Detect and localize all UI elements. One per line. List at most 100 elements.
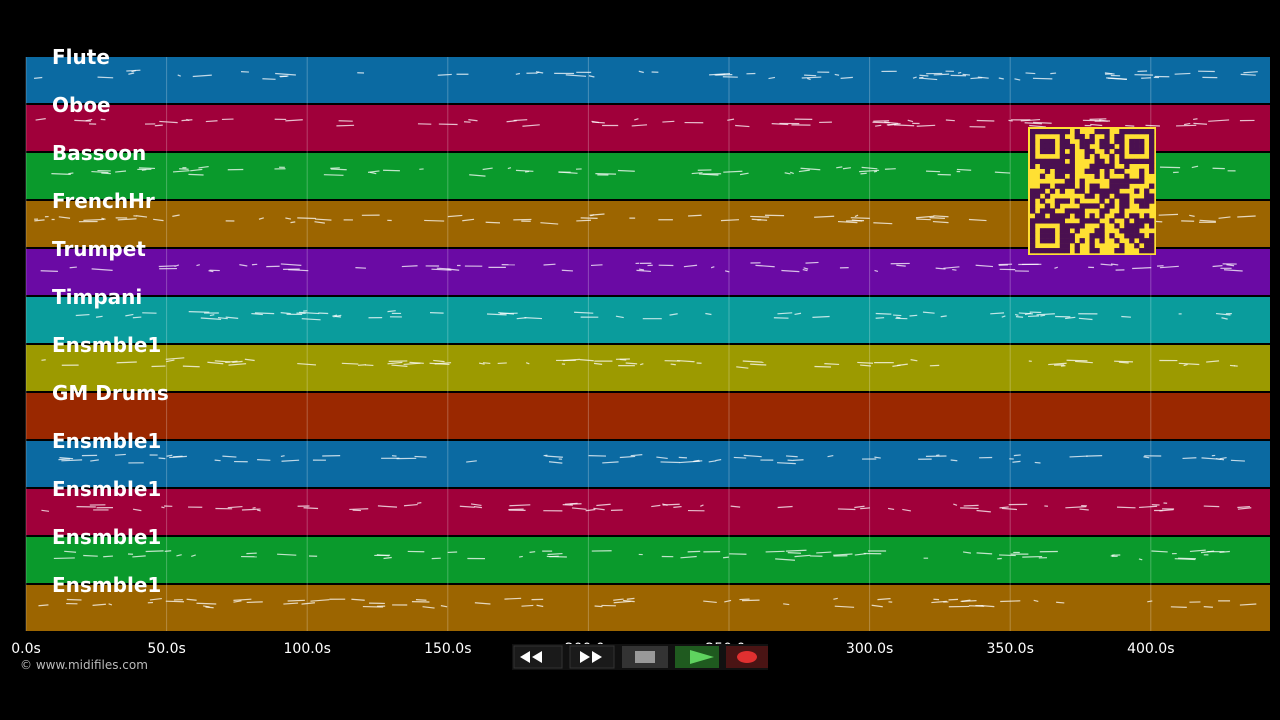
qr-module (1059, 148, 1066, 155)
time-tick-label: 100.0s (284, 641, 331, 657)
qr-module (1139, 198, 1145, 204)
note (638, 268, 645, 271)
note (203, 605, 210, 608)
forward-button[interactable] (569, 645, 615, 669)
qr-module (1104, 129, 1110, 135)
note (415, 598, 427, 601)
qr-module (1109, 178, 1115, 184)
qr-module (1044, 233, 1051, 239)
qr-module (1064, 213, 1070, 219)
note (540, 222, 559, 225)
qr-module (1134, 218, 1140, 224)
qr-module (1114, 133, 1120, 140)
qr-module (1094, 129, 1100, 135)
note (126, 69, 141, 72)
qr-module (1114, 238, 1120, 244)
qr-module (1124, 218, 1130, 224)
qr-module (1030, 148, 1036, 155)
note (1106, 77, 1128, 80)
qr-module (1109, 143, 1115, 150)
qr-module (1139, 138, 1145, 145)
note (115, 170, 127, 173)
qr-module (1089, 233, 1095, 239)
note (1183, 122, 1191, 126)
note (887, 507, 895, 511)
note (59, 457, 74, 460)
qr-module (1069, 143, 1075, 150)
qr-module (1084, 138, 1090, 145)
note (482, 362, 491, 365)
note (522, 124, 540, 127)
note (662, 120, 675, 123)
note (165, 357, 185, 360)
note (367, 170, 380, 174)
note (860, 172, 867, 175)
note (85, 118, 93, 122)
note (750, 215, 770, 218)
note (660, 461, 680, 464)
note (486, 313, 507, 316)
note (188, 173, 204, 176)
qr-module (1139, 218, 1145, 224)
track-lane (26, 393, 1270, 439)
note (153, 218, 164, 222)
note (83, 554, 98, 557)
note (919, 74, 929, 77)
qr-module (1064, 129, 1070, 135)
qr-module (1134, 178, 1140, 184)
qr-module (1049, 148, 1056, 155)
note (975, 264, 994, 268)
note (1237, 507, 1252, 510)
note (700, 504, 704, 507)
note (1240, 73, 1256, 76)
note (303, 507, 319, 510)
qr-module (1119, 129, 1125, 135)
qr-module (1044, 218, 1051, 224)
qr-module (1044, 183, 1051, 189)
note (498, 311, 515, 315)
qr-module (1069, 168, 1075, 174)
rewind-icon (520, 651, 542, 663)
note (525, 362, 530, 365)
play-button[interactable] (675, 646, 719, 668)
note (232, 360, 243, 364)
stop-button[interactable] (622, 646, 668, 668)
qr-module (1044, 158, 1051, 165)
qr-module (1139, 223, 1145, 229)
qr-module (1109, 203, 1115, 209)
qr-module (1149, 183, 1155, 189)
record-button[interactable] (726, 646, 768, 668)
qr-module (1044, 228, 1051, 234)
track-lane (26, 537, 1270, 583)
note (687, 550, 701, 553)
rewind-button[interactable] (513, 645, 563, 669)
note (636, 269, 652, 273)
note (896, 316, 901, 319)
qr-module (1114, 223, 1120, 229)
qr-module (1059, 153, 1066, 160)
qr-module (1119, 243, 1125, 249)
qr-module (1030, 163, 1036, 169)
note (91, 170, 109, 174)
qr-module (1054, 183, 1061, 189)
note (781, 269, 800, 273)
qr-module (1124, 228, 1130, 234)
note (301, 602, 316, 605)
qr-module (1084, 193, 1090, 199)
note (1218, 216, 1231, 219)
qr-module (1089, 183, 1095, 189)
note (1048, 362, 1067, 366)
note (548, 461, 563, 464)
note (723, 556, 729, 559)
qr-module (1030, 243, 1036, 249)
note (802, 268, 808, 272)
note (617, 169, 635, 172)
note (563, 358, 580, 362)
qr-module (1049, 233, 1056, 239)
note (515, 169, 534, 172)
note (131, 69, 137, 73)
note (1176, 124, 1197, 127)
qr-module (1059, 213, 1066, 219)
qr-module (1084, 148, 1090, 155)
note (893, 124, 915, 127)
